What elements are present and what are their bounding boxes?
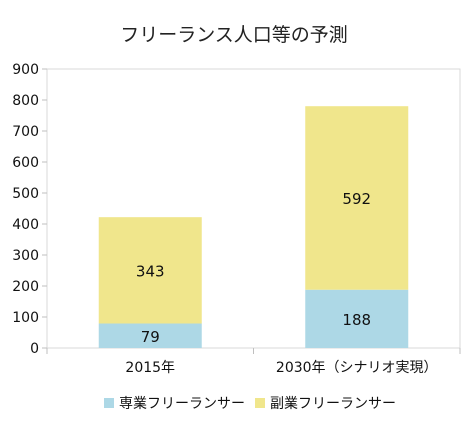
y-tick-label: 100 bbox=[12, 310, 39, 326]
legend-label: 副業フリーランサー bbox=[270, 396, 396, 412]
y-axis: 0 100 200 300 400 500 600 700 800 900 bbox=[12, 62, 47, 357]
bars: 79 343 188 592 bbox=[98, 106, 409, 348]
data-label: 343 bbox=[136, 262, 165, 280]
x-tick-label: 2015年 bbox=[125, 360, 175, 376]
y-tick-label: 400 bbox=[12, 217, 39, 233]
y-tick-label: 300 bbox=[12, 248, 39, 264]
bar-segment bbox=[98, 323, 202, 348]
y-tick-label: 900 bbox=[12, 62, 39, 78]
data-label: 79 bbox=[141, 328, 160, 346]
bar-segment bbox=[305, 106, 409, 290]
legend: 専業フリーランサー 副業フリーランサー bbox=[104, 396, 396, 412]
y-tick-label: 500 bbox=[12, 186, 39, 202]
x-tick-label: 2030年（シナリオ実現） bbox=[276, 360, 438, 376]
y-tick-label: 0 bbox=[30, 341, 39, 357]
y-tick-label: 700 bbox=[12, 124, 39, 140]
bar-segment bbox=[98, 217, 202, 324]
legend-label: 専業フリーランサー bbox=[119, 396, 245, 412]
legend-swatch bbox=[255, 398, 265, 408]
x-axis: 2015年 2030年（シナリオ実現） bbox=[46, 348, 461, 376]
data-label: 592 bbox=[342, 190, 371, 208]
y-tick-label: 800 bbox=[12, 93, 39, 109]
y-tick-label: 200 bbox=[12, 279, 39, 295]
bar-segment bbox=[305, 289, 409, 348]
y-tick-label: 600 bbox=[12, 155, 39, 171]
chart-title: フリーランス人口等の予測 bbox=[120, 24, 348, 46]
legend-swatch bbox=[104, 398, 114, 408]
data-label: 188 bbox=[342, 311, 371, 329]
